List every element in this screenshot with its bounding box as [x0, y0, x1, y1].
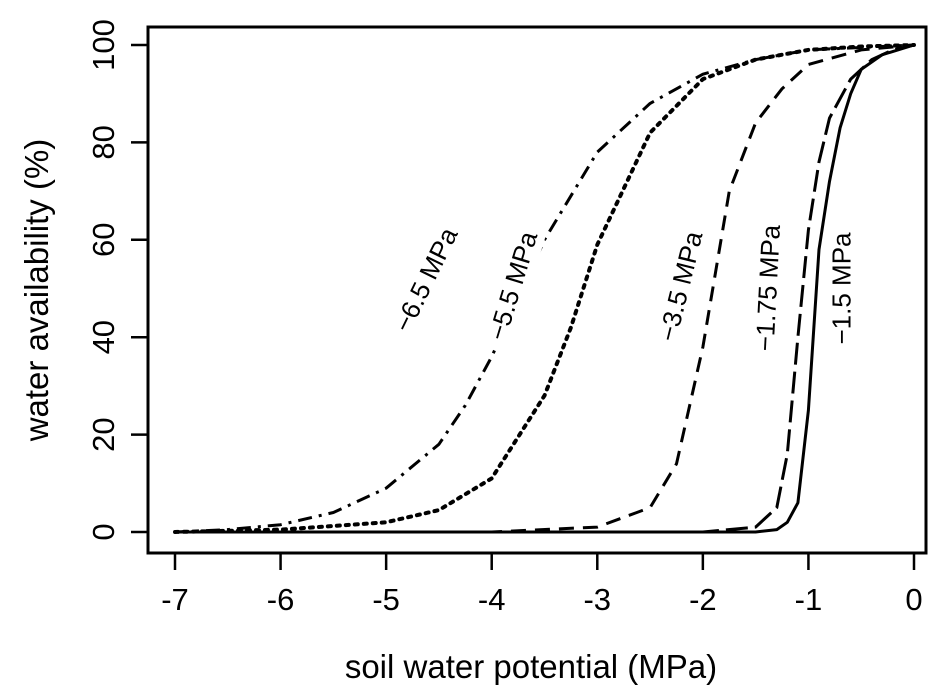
curve-label: −5.5 MPa [482, 227, 544, 343]
y-tick-label: 100 [86, 19, 121, 71]
x-axis: -7 -6 -5 -4 -3 -2 -1 0 [161, 551, 923, 617]
series-line-2 [175, 43, 915, 534]
series-line-3 [175, 43, 915, 534]
y-tick-label: 40 [86, 320, 121, 354]
series-layer [173, 43, 916, 534]
x-tick-label: -6 [267, 582, 295, 617]
x-tick-label: -4 [478, 582, 506, 617]
y-tick-label: 60 [86, 223, 121, 257]
y-tick-label: 0 [86, 523, 121, 540]
x-tick-label: -5 [372, 582, 400, 617]
curve-label-layer: −6.5 MPa −5.5 MPa −3.5 MPa −1.75 MPa −1.5 MP… [388, 219, 859, 352]
curve-label: −1.75 MPa [749, 224, 786, 352]
x-tick-label: -1 [795, 582, 823, 617]
curve-label-backdrop [484, 223, 548, 351]
series-line-1 [173, 43, 916, 534]
y-tick-label: 20 [86, 417, 121, 451]
curve-label-backdrop [654, 223, 712, 351]
x-tick-label: -7 [161, 582, 189, 617]
x-axis-title: soil water potential (MPa) [345, 648, 717, 685]
x-tick-label: -3 [583, 582, 611, 617]
curve-label: −1.5 MPa [827, 232, 857, 345]
curve-label-backdrop [753, 225, 788, 351]
y-axis-title: water availability (%) [18, 139, 55, 443]
y-axis: 0 20 40 60 80 100 [86, 19, 150, 541]
curve-label-backdrop [388, 219, 469, 343]
curve-label: −6.5 MPa [388, 222, 464, 336]
curve-label-backdrop [830, 226, 859, 351]
curve-label: −3.5 MPa [652, 228, 708, 344]
plot-frame [146, 25, 928, 555]
x-tick-label: -2 [689, 582, 717, 617]
series-line-4 [175, 43, 915, 534]
x-tick-label: 0 [905, 582, 922, 617]
y-tick-label: 80 [86, 125, 121, 159]
